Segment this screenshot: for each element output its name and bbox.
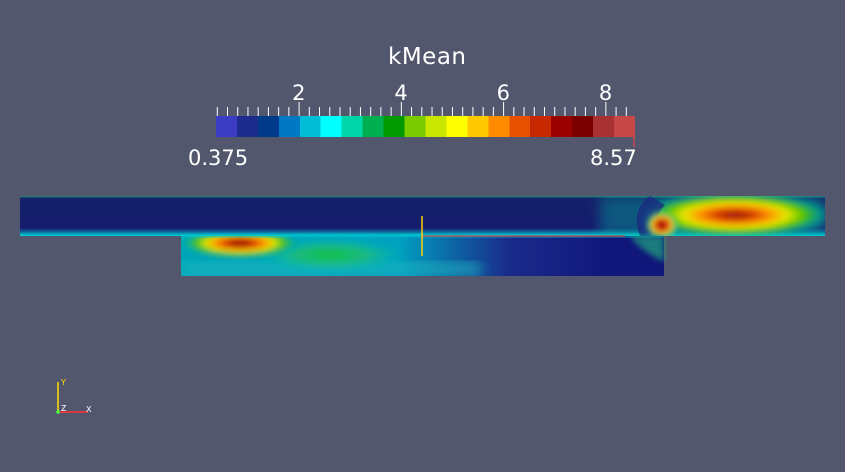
tick-label: 4 <box>394 81 408 105</box>
orientation-axes: Y X Z <box>56 378 92 414</box>
y-axis-label: Y <box>60 378 66 387</box>
tick-marks <box>216 102 627 116</box>
z-axis <box>56 410 60 414</box>
tick-label: 8 <box>598 81 613 105</box>
colormap-bar <box>216 116 635 137</box>
tick-label: 2 <box>292 81 306 105</box>
scalar-bar-min-label: 0.375 <box>188 146 249 170</box>
x-axis-label: X <box>86 405 92 414</box>
scalar-bar-title: kMean <box>388 44 467 70</box>
z-axis-label: Z <box>61 404 67 413</box>
upper-channel-field <box>20 196 825 236</box>
step-corner-field <box>630 236 664 262</box>
scalar-bar <box>216 102 635 147</box>
scalar-bar-max-label: 8.57 <box>590 146 637 170</box>
tick-label: 6 <box>496 81 510 105</box>
